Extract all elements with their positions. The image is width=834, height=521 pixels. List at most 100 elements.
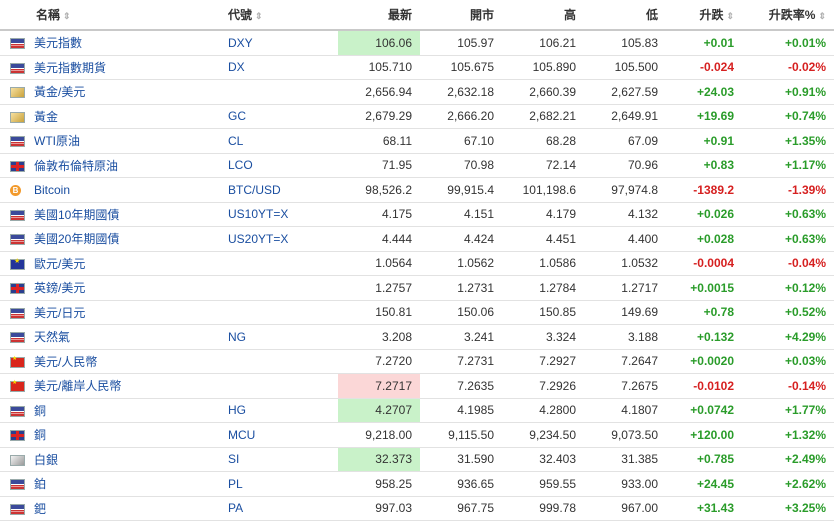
table-row[interactable]: 銅 MCU 9,218.00 9,115.50 9,234.50 9,073.50 +120… xyxy=(0,422,834,448)
table-row[interactable]: 美元指數期貨 DX 105.710 105.675 105.890 105.500 -0.0… xyxy=(0,55,834,80)
name-cell[interactable]: 美國10年期國債 xyxy=(26,202,220,227)
name-cell[interactable]: 黃金 xyxy=(26,104,220,129)
col-change-header[interactable]: 升跌 ⇕ xyxy=(666,0,742,31)
symbol-cell[interactable]: CL xyxy=(220,128,338,154)
instrument-link[interactable]: 美元指數期貨 xyxy=(34,60,107,75)
name-cell[interactable]: 白銀 xyxy=(26,447,220,472)
name-cell[interactable]: 英鎊/美元 xyxy=(26,275,220,301)
table-row[interactable]: B Bitcoin BTC/USD 98,526.2 99,915.4 101,198.6… xyxy=(0,177,834,203)
sort-icon[interactable]: ⇕ xyxy=(255,11,263,21)
name-cell[interactable]: 美國20年期國債 xyxy=(26,226,220,252)
name-cell[interactable]: 鉑 xyxy=(26,471,220,497)
col-open-header[interactable]: 開市 xyxy=(420,0,502,31)
table-row[interactable]: 美元/日元 150.81 150.06 150.85 149.69 +0.78 +0.52% xyxy=(0,300,834,325)
symbol-link[interactable]: US20YT=X xyxy=(228,231,289,246)
name-cell[interactable]: 天然氣 xyxy=(26,324,220,350)
name-cell[interactable]: 銅 xyxy=(26,422,220,448)
name-cell[interactable]: 美元/離岸人民幣 xyxy=(26,373,220,399)
symbol-link[interactable]: DXY xyxy=(228,35,253,50)
symbol-link[interactable]: DX xyxy=(228,60,245,75)
table-row[interactable]: 美元/人民幣 7.27207.27317.29277.2647+0.0020+0.… xyxy=(0,349,834,374)
instrument-link[interactable]: 歐元/美元 xyxy=(34,256,86,271)
instrument-link[interactable]: 美元指數 xyxy=(34,36,83,51)
sort-icon[interactable]: ⇕ xyxy=(63,11,71,21)
name-cell[interactable]: 鈀 xyxy=(26,496,220,521)
col-change-pct-header[interactable]: 升跌率% ⇕ xyxy=(742,0,834,31)
symbol-link[interactable]: HG xyxy=(228,403,246,418)
symbol-link[interactable]: SI xyxy=(228,452,240,467)
table-row[interactable]: 美國20年期國債 US20YT=X 4.444 4.424 4.451 4.400 +0.0… xyxy=(0,226,834,252)
table-row[interactable]: 美元/離岸人民幣 7.27177.26357.29267.2675-0.0102-… xyxy=(0,373,834,399)
symbol-cell[interactable] xyxy=(220,300,338,325)
table-row[interactable]: 歐元/美元 1.05641.05621.05861.0532-0.0004-0.0… xyxy=(0,251,834,276)
symbol-cell[interactable] xyxy=(220,275,338,301)
col-last-header[interactable]: 最新 xyxy=(338,0,420,31)
symbol-cell[interactable]: LCO xyxy=(220,153,338,178)
table-row[interactable]: 美國10年期國債 US10YT=X 4.175 4.151 4.179 4.132 +0.0… xyxy=(0,202,834,227)
symbol-link[interactable]: GC xyxy=(228,109,246,124)
symbol-cell[interactable]: NG xyxy=(220,324,338,350)
name-cell[interactable]: 美元/人民幣 xyxy=(26,349,220,374)
instrument-link[interactable]: 英鎊/美元 xyxy=(34,281,86,296)
symbol-cell[interactable]: PA xyxy=(220,496,338,521)
col-low-header[interactable]: 低 xyxy=(584,0,666,31)
table-row[interactable]: 英鎊/美元 1.2757 1.2731 1.2784 1.2717 +0.0015 +0.1… xyxy=(0,275,834,301)
symbol-cell[interactable]: MCU xyxy=(220,422,338,448)
symbol-link[interactable]: PL xyxy=(228,476,243,491)
symbol-cell[interactable]: HG xyxy=(220,398,338,423)
symbol-cell[interactable] xyxy=(220,251,338,276)
table-row[interactable]: 黃金 GC 2,679.29 2,666.20 2,682.21 2,649.91 +19.… xyxy=(0,104,834,129)
symbol-link[interactable]: CL xyxy=(228,133,244,148)
table-row[interactable]: 倫敦布倫特原油 LCO 71.95 70.98 72.14 70.96 +0.83 +1.17… xyxy=(0,153,834,178)
table-row[interactable]: 天然氣 NG 3.208 3.241 3.324 3.188 +0.132 +4.29% xyxy=(0,324,834,350)
sort-icon[interactable]: ⇕ xyxy=(726,11,734,21)
symbol-cell[interactable]: BTC/USD xyxy=(220,177,338,203)
symbol-cell[interactable]: DXY xyxy=(220,30,338,56)
table-row[interactable]: WTI原油 CL 68.11 67.10 68.28 67.09 +0.91 +1.35% xyxy=(0,128,834,154)
instrument-link[interactable]: 白銀 xyxy=(34,452,59,467)
table-row[interactable]: 黃金/美元 2,656.94 2,632.18 2,660.39 2,627.59 +24… xyxy=(0,79,834,105)
table-row[interactable]: 白銀 SI 32.373 31.590 32.403 31.385 +0.785 +2.49% xyxy=(0,447,834,472)
table-row[interactable]: 美元指數 DXY 106.06 105.97 106.21 105.83 +0.01 +0.0… xyxy=(0,30,834,56)
col-name-header[interactable]: 名稱 ⇕ xyxy=(0,0,220,31)
instrument-link[interactable]: 美元/離岸人民幣 xyxy=(34,379,122,394)
instrument-link[interactable]: 美元/日元 xyxy=(34,305,86,320)
symbol-cell[interactable] xyxy=(220,79,338,105)
instrument-link[interactable]: 銅 xyxy=(34,403,47,418)
table-row[interactable]: 銅 HG 4.2707 4.1985 4.2800 4.1807 +0.0742 +1.77% xyxy=(0,398,834,423)
instrument-link[interactable]: 倫敦布倫特原油 xyxy=(34,158,119,173)
instrument-link[interactable]: Bitcoin xyxy=(34,182,71,197)
symbol-link[interactable]: MCU xyxy=(228,427,256,442)
instrument-link[interactable]: 黃金/美元 xyxy=(34,85,86,100)
sort-icon[interactable]: ⇕ xyxy=(818,11,826,21)
name-cell[interactable]: 黃金/美元 xyxy=(26,79,220,105)
name-cell[interactable]: 美元指數期貨 xyxy=(26,55,220,80)
col-symbol-header[interactable]: 代號 ⇕ xyxy=(220,0,338,31)
table-row[interactable]: 鈀 PA 997.03 967.75 999.78 967.00 +31.43 +3.25% xyxy=(0,496,834,521)
symbol-link[interactable]: NG xyxy=(228,329,246,344)
table-row[interactable]: 鉑 PL 958.25 936.65 959.55 933.00 +24.45 +2.62% xyxy=(0,471,834,497)
symbol-link[interactable]: PA xyxy=(228,501,244,516)
symbol-cell[interactable]: US10YT=X xyxy=(220,202,338,227)
symbol-cell[interactable] xyxy=(220,373,338,399)
name-cell[interactable]: 倫敦布倫特原油 xyxy=(26,153,220,178)
symbol-cell[interactable]: PL xyxy=(220,471,338,497)
name-cell[interactable]: 美元/日元 xyxy=(26,300,220,325)
symbol-link[interactable]: US10YT=X xyxy=(228,207,289,222)
symbol-cell[interactable]: US20YT=X xyxy=(220,226,338,252)
instrument-link[interactable]: 黃金 xyxy=(34,109,59,124)
instrument-link[interactable]: 美元/人民幣 xyxy=(34,354,98,369)
symbol-link[interactable]: LCO xyxy=(228,158,253,173)
name-cell[interactable]: 銅 xyxy=(26,398,220,423)
symbol-cell[interactable]: GC xyxy=(220,104,338,129)
instrument-link[interactable]: 鈀 xyxy=(34,501,47,516)
symbol-cell[interactable] xyxy=(220,349,338,374)
name-cell[interactable]: 美元指數 xyxy=(26,30,220,56)
name-cell[interactable]: WTI原油 xyxy=(26,128,220,154)
symbol-link[interactable]: BTC/USD xyxy=(228,182,281,197)
instrument-link[interactable]: 天然氣 xyxy=(34,330,71,345)
instrument-link[interactable]: 銅 xyxy=(34,428,47,443)
symbol-cell[interactable]: SI xyxy=(220,447,338,472)
instrument-link[interactable]: 鉑 xyxy=(34,477,47,492)
col-high-header[interactable]: 高 xyxy=(502,0,584,31)
